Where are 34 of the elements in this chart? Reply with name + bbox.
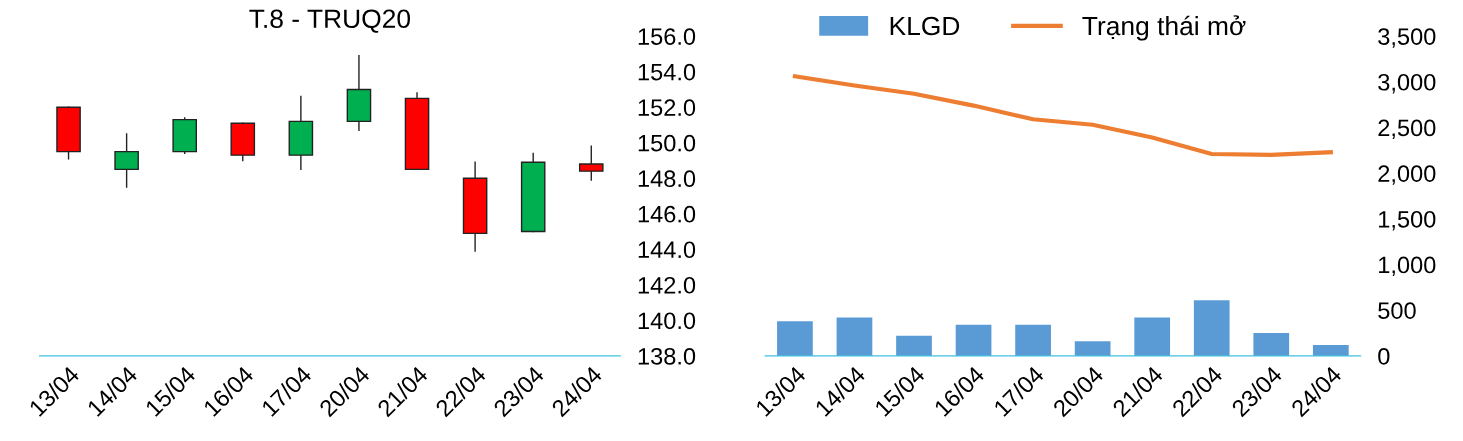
y-tick-label: 138.0 xyxy=(638,347,696,365)
line-series xyxy=(792,74,1333,158)
y-tick-label: 148.0 xyxy=(638,170,696,188)
chart-title: T.8 - TRUQ20 xyxy=(249,9,411,33)
legend-label: KLGD xyxy=(890,16,960,36)
bar xyxy=(1312,344,1349,356)
bar xyxy=(836,317,873,356)
y-tick-label: 2,000 xyxy=(1378,165,1436,185)
y-tick-label: 156.0 xyxy=(638,28,696,45)
y-tick-label: 150.0 xyxy=(638,134,696,152)
y-tick-label: 144.0 xyxy=(638,241,696,259)
bar xyxy=(1253,333,1290,356)
y-tick-label: 142.0 xyxy=(638,276,696,294)
bar xyxy=(1015,324,1051,356)
y-tick-label: 154.0 xyxy=(638,63,696,81)
y-tick-label: 2,500 xyxy=(1378,119,1436,140)
bar xyxy=(1074,341,1111,356)
bar xyxy=(955,324,992,356)
y-tick-label: 140.0 xyxy=(638,312,696,330)
bar xyxy=(777,321,813,356)
y-tick-label: 152.0 xyxy=(638,99,696,116)
bar xyxy=(896,335,932,356)
legend-label: Trạng thái mở xyxy=(1082,15,1246,41)
y-tick-label: 146.0 xyxy=(638,205,696,223)
candlestick xyxy=(114,133,139,188)
y-tick-label: 0 xyxy=(1378,347,1390,365)
candlestick xyxy=(578,145,604,181)
y-tick-label: 3,000 xyxy=(1378,73,1436,94)
y-tick-label: 500 xyxy=(1378,302,1416,319)
bar xyxy=(1193,300,1230,356)
y-tick-label: 3,500 xyxy=(1378,28,1436,48)
y-tick-label: 1,000 xyxy=(1379,256,1436,277)
bar xyxy=(1134,317,1171,356)
y-tick-label: 1,500 xyxy=(1379,210,1436,231)
